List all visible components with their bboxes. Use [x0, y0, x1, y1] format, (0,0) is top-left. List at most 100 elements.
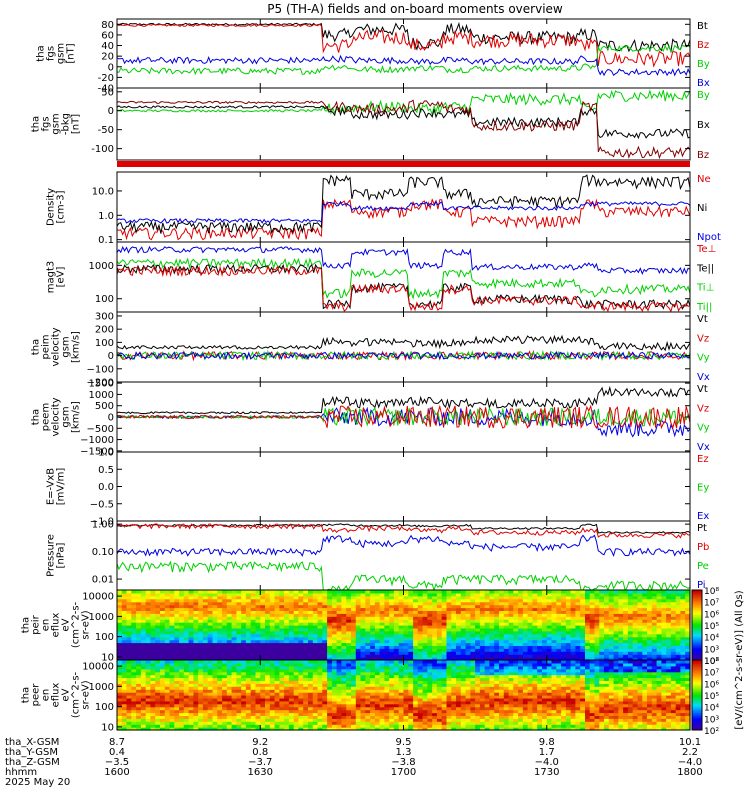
heatmap-cell [298, 642, 304, 646]
heatmap-cell [245, 607, 252, 611]
heatmap-cell [183, 622, 190, 626]
series-group [117, 523, 690, 590]
heatmap-cell [618, 633, 624, 638]
heatmap-cell [556, 645, 562, 649]
heatmap-cell [479, 633, 486, 638]
heatmap-cell [274, 727, 280, 731]
heatmap-cell [198, 689, 204, 693]
heatmap-cell [303, 610, 309, 614]
heatmap-cell [532, 595, 538, 600]
y-tick-label: 50 [101, 87, 114, 98]
heatmap-cell [589, 598, 596, 603]
heatmap-cell [169, 671, 175, 676]
heatmap-cell [336, 727, 342, 731]
heatmap-cell [422, 715, 428, 719]
legend-Vt: Vt [697, 384, 708, 395]
heatmap-cell [365, 616, 371, 620]
heatmap-cell [370, 590, 376, 594]
heatmap-cell [250, 686, 257, 690]
heatmap-cell [446, 627, 452, 632]
heatmap-cell [389, 718, 395, 722]
heatmap-cell [379, 700, 385, 705]
heatmap-cell [389, 697, 395, 702]
heatmap-cell [465, 590, 471, 594]
heatmap-cell [417, 636, 424, 641]
heatmap-cell [489, 619, 495, 623]
heatmap-cell [222, 592, 228, 597]
heatmap-cell [293, 630, 300, 635]
heatmap-cell [537, 627, 543, 632]
heatmap-cell [489, 657, 495, 661]
heatmap-cell [293, 660, 300, 664]
y-tick-label: 80 [101, 20, 114, 31]
heatmap-cell [346, 616, 352, 620]
heatmap-cell [131, 595, 137, 600]
heatmap-cell [140, 665, 147, 670]
heatmap-cell [408, 715, 414, 719]
heatmap-cell [637, 598, 643, 603]
heatmap-cell [207, 633, 214, 638]
heatmap-cell [155, 636, 161, 641]
heatmap-cell [670, 613, 677, 617]
heatmap-cell [389, 610, 395, 614]
heatmap-cell [265, 718, 271, 722]
heatmap-cell [174, 712, 180, 716]
heatmap-cell [475, 592, 481, 597]
heatmap-cell [613, 592, 619, 597]
heatmap-cell [393, 721, 400, 725]
heatmap-cell [508, 622, 514, 626]
heatmap-cell [680, 619, 686, 623]
heatmap-cell [494, 616, 500, 620]
y-axis-label-line: tha [31, 116, 42, 132]
heatmap-cell [312, 727, 319, 731]
y-tick-label: 0 [108, 62, 114, 73]
heatmap-cell [599, 595, 605, 600]
heatmap-cell [456, 683, 462, 687]
heatmap-cell [188, 674, 194, 679]
heatmap-cell [432, 689, 438, 693]
heatmap-cell [331, 703, 338, 708]
heatmap-cell [436, 683, 443, 687]
heatmap-cell [331, 712, 338, 716]
heatmap-cell [494, 654, 500, 658]
heatmap-cell [623, 633, 629, 638]
heatmap-cell [561, 630, 567, 635]
heatmap-cell [432, 665, 438, 670]
heatmap-cell [365, 671, 371, 676]
heatmap-cell [642, 604, 648, 609]
heatmap-cell [508, 645, 514, 649]
heatmap-cell [651, 595, 658, 600]
heatmap-cell [532, 592, 538, 597]
heatmap-cell [155, 662, 161, 667]
heatmap-cell [308, 692, 314, 696]
heatmap-cell [212, 715, 218, 719]
heatmap-cell [685, 633, 691, 638]
heatmap-cell [207, 706, 214, 711]
heatmap-cell [136, 695, 142, 699]
heatmap-cell [374, 665, 381, 670]
heatmap-cell [503, 616, 510, 620]
heatmap-cell [260, 709, 266, 714]
heatmap-cell [322, 604, 328, 609]
heatmap-cell [370, 636, 376, 641]
y-axis-label-line: eV [61, 618, 72, 631]
heatmap-cell [537, 645, 543, 649]
heatmap-cell [164, 700, 171, 705]
heatmap-cell [537, 604, 543, 609]
heatmap-cell [117, 630, 123, 635]
heatmap-cell [250, 654, 257, 658]
y-axis-label: E=-VxB [mV/m] [46, 468, 67, 506]
heatmap-cell [484, 627, 491, 632]
heatmap-cell [260, 630, 266, 635]
heatmap-cell [336, 706, 342, 711]
heatmap-cell [231, 648, 237, 652]
heatmap-cell [269, 627, 276, 632]
heatmap-cell [408, 598, 414, 603]
heatmap-cell [360, 709, 366, 714]
heatmap-cell [202, 648, 209, 652]
heatmap-cell [370, 592, 376, 597]
heatmap-cells [117, 590, 691, 661]
heatmap-cell [212, 598, 218, 603]
heatmap-cell [594, 636, 600, 641]
heatmap-cell [293, 671, 300, 676]
